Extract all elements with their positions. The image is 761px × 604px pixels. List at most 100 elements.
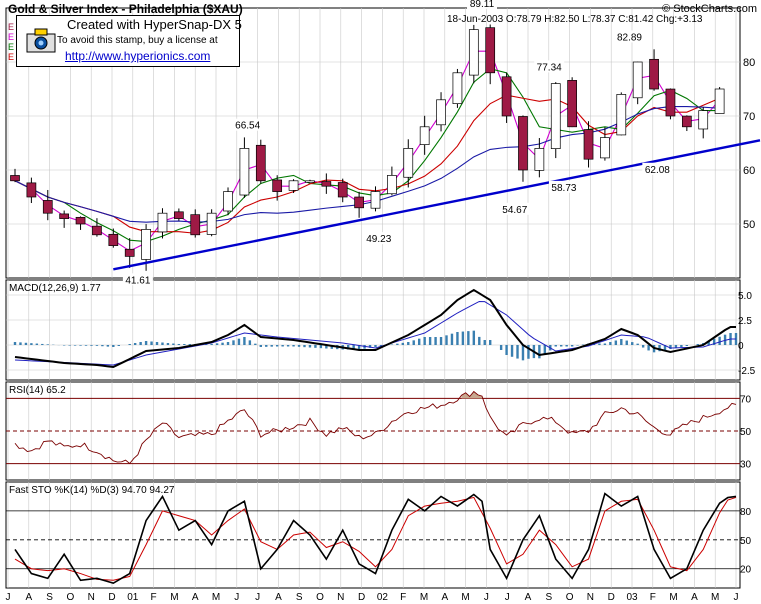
candle bbox=[108, 228, 119, 248]
macd-histogram-bar bbox=[161, 342, 164, 345]
stamp-link[interactable]: http://www.hyperionics.com bbox=[65, 49, 211, 63]
rsi-y-tick: 70 bbox=[740, 394, 752, 405]
price-annotation: 62.08 bbox=[645, 165, 670, 176]
x-tick-label: N bbox=[587, 592, 594, 603]
x-tick-label: S bbox=[296, 592, 303, 603]
macd-histogram-bar bbox=[183, 344, 186, 345]
price-annotation: 58.73 bbox=[551, 183, 576, 194]
candle bbox=[370, 186, 381, 212]
candle bbox=[92, 218, 102, 237]
macd-y-tick: -2.5 bbox=[738, 366, 756, 377]
candle-body bbox=[354, 196, 364, 209]
macd-histogram-bar bbox=[155, 342, 159, 345]
candle bbox=[698, 107, 709, 139]
camera-icon bbox=[26, 28, 56, 53]
price-annotation: 54.67 bbox=[502, 205, 527, 216]
x-tick-label: A bbox=[691, 592, 698, 603]
x-tick-label: J bbox=[734, 592, 739, 603]
candle bbox=[501, 72, 512, 123]
macd-histogram-bar bbox=[221, 342, 224, 345]
candle bbox=[26, 177, 37, 204]
macd-histogram-bar bbox=[669, 345, 672, 349]
x-tick-label: M bbox=[711, 592, 719, 603]
annotation-bg bbox=[467, 0, 498, 9]
candle bbox=[518, 115, 528, 182]
candle-body bbox=[305, 180, 315, 183]
stamp-line-2: To avoid this stamp, buy a license at bbox=[57, 35, 218, 46]
macd-label: MACD(12,26,9) 1.77 bbox=[9, 283, 101, 294]
macd-histogram-bar bbox=[19, 342, 22, 345]
macd-histogram-bar bbox=[62, 345, 66, 346]
macd-histogram-bar bbox=[483, 340, 486, 345]
macd-histogram-bar bbox=[560, 345, 563, 347]
candle-body bbox=[26, 182, 37, 198]
stoch-k-line bbox=[14, 492, 737, 585]
x-tick-label: J bbox=[255, 592, 260, 603]
panel-macd bbox=[5, 279, 741, 381]
candle bbox=[649, 49, 659, 91]
macd-histogram-bar bbox=[450, 333, 454, 345]
candle-body bbox=[321, 181, 332, 187]
macd-histogram-bar bbox=[396, 343, 399, 345]
macd-histogram-bar bbox=[248, 340, 252, 345]
candle-body bbox=[10, 175, 20, 182]
rsi-y-tick: 50 bbox=[740, 427, 752, 438]
macd-histogram-bar bbox=[46, 344, 49, 345]
candle bbox=[206, 209, 217, 237]
candle bbox=[387, 166, 397, 196]
macd-histogram-bar bbox=[581, 344, 585, 345]
legend-letter: E bbox=[8, 52, 14, 62]
x-tick-label: N bbox=[337, 592, 344, 603]
candle-body bbox=[600, 137, 610, 159]
candle bbox=[305, 179, 315, 183]
x-tick-label: A bbox=[192, 592, 199, 603]
x-tick-label: O bbox=[566, 592, 574, 603]
price-annotation: 77.34 bbox=[537, 62, 562, 73]
candle bbox=[534, 138, 545, 178]
brand-label: © StockCharts.com bbox=[662, 3, 757, 15]
rsi-line bbox=[14, 390, 737, 465]
candle bbox=[255, 139, 266, 184]
candle-body bbox=[567, 80, 577, 128]
macd-histogram-bar bbox=[428, 337, 432, 345]
candle bbox=[452, 68, 463, 108]
macd-histogram-bar bbox=[297, 345, 301, 347]
annotation-bg bbox=[499, 202, 530, 215]
annotation-bg bbox=[534, 60, 565, 73]
candle bbox=[616, 92, 627, 136]
candle bbox=[665, 88, 676, 120]
price-annotation: 89.11 bbox=[470, 0, 495, 10]
macd-histogram-bar bbox=[95, 345, 99, 346]
macd-histogram-bar bbox=[150, 341, 153, 345]
chart-title: Gold & Silver Index - Philadelphia ($XAU… bbox=[8, 2, 243, 16]
candle-body bbox=[534, 148, 545, 171]
macd-histogram-bar bbox=[281, 345, 284, 347]
stamp-line-1: Created with HyperSnap-DX 5 bbox=[67, 17, 242, 32]
annotation-bg bbox=[232, 118, 263, 131]
candle-body bbox=[403, 148, 414, 178]
candle-body bbox=[370, 191, 381, 209]
macd-histogram-bar bbox=[73, 345, 77, 346]
macd-histogram-bar bbox=[226, 342, 230, 345]
macd-line bbox=[14, 288, 736, 369]
price-annotation: 49.23 bbox=[366, 234, 391, 245]
candle bbox=[354, 191, 364, 218]
macd-histogram-bar bbox=[696, 344, 699, 345]
sto-y-tick: 20 bbox=[740, 565, 752, 576]
stoch-d-line bbox=[14, 496, 737, 581]
x-tick-label: 01 bbox=[127, 592, 139, 603]
x-tick-label: N bbox=[88, 592, 95, 603]
macd-histogram-bar bbox=[144, 341, 148, 345]
macd-histogram-bar bbox=[139, 342, 142, 345]
candle bbox=[223, 187, 233, 216]
macd-histogram-bar bbox=[625, 340, 628, 345]
macd-histogram-bar bbox=[177, 344, 181, 345]
macd-histogram-bar bbox=[106, 345, 110, 347]
macd-histogram-bar bbox=[352, 345, 355, 350]
macd-histogram-bar bbox=[718, 336, 721, 345]
macd-histogram-bar bbox=[417, 338, 421, 345]
macd-histogram-bar bbox=[303, 345, 306, 348]
macd-histogram-bar bbox=[434, 337, 437, 345]
macd-histogram-bar bbox=[680, 345, 683, 347]
macd-histogram-bar bbox=[166, 343, 170, 345]
